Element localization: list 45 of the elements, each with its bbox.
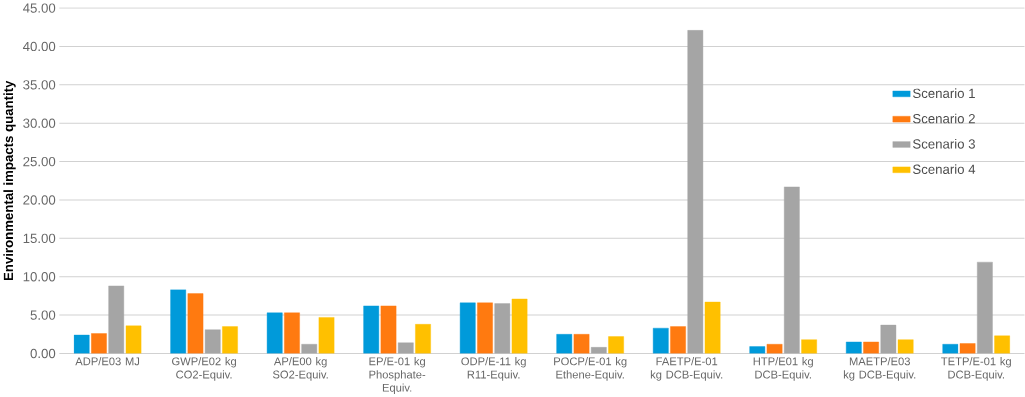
y-axis-title: Environmental impacts quantity: [3, 80, 16, 280]
y-tick-label: 45.00: [22, 3, 56, 13]
y-tick-label: 25.00: [23, 156, 56, 167]
legend-label: Scenario 3: [913, 138, 975, 149]
bar: [477, 302, 493, 354]
legend-label: Scenario 4: [913, 164, 976, 174]
x-tick-label: FAETP/E-01 kg DCB-Equiv.: [650, 356, 723, 381]
bar: [880, 324, 897, 354]
bar: [284, 312, 300, 354]
x-tick-label: TETP/E-01 kg DCB-Equiv.: [941, 356, 1011, 381]
bar: [91, 333, 107, 354]
y-tick-label: 15.00: [23, 233, 56, 243]
bar: [573, 333, 590, 354]
x-tick-label: AP/E00 kg SO2-Equiv.: [272, 356, 328, 381]
x-tick-label: POCP/E-01 kg Ethene-Equiv.: [554, 356, 627, 381]
y-tick-label: 10.00: [23, 271, 56, 282]
y-tick-label: 40.00: [22, 41, 56, 51]
bar: [687, 29, 704, 354]
x-tick-label: MAETP/E03 kg DCB-Equiv.: [843, 356, 916, 381]
y-tick-label: 20.00: [23, 195, 56, 205]
bar: [380, 305, 397, 354]
bar: [784, 186, 800, 354]
bar: [977, 261, 993, 354]
bar: [397, 342, 414, 354]
y-tick-label: 0.00: [30, 348, 56, 359]
y-tick-label: 30.00: [23, 118, 56, 128]
bar: [590, 347, 607, 354]
y-tick-label: 35.00: [23, 80, 56, 90]
bar: [766, 343, 783, 354]
legend-label: Scenario 2: [913, 113, 975, 124]
bar: [204, 329, 221, 354]
x-tick-label: GWP/E02 kg CO2-Equiv.: [172, 356, 236, 381]
bar: [863, 341, 879, 354]
bar: [959, 343, 976, 354]
bar: [494, 303, 511, 354]
x-tick-label: ADP/E03 MJ: [75, 356, 140, 366]
y-tick-label: 5.00: [30, 310, 56, 320]
bar: [670, 326, 686, 354]
bar: [187, 293, 204, 354]
bar: [301, 343, 318, 354]
bar: [108, 285, 125, 354]
x-tick-label: HTP/E01 kg DCB-Equiv.: [753, 356, 813, 381]
x-tick-label: EP/E-01 kg Phosphate-Equiv.: [369, 356, 426, 394]
x-tick-label: ODP/E-11 kg R11-Equiv.: [461, 356, 526, 381]
legend-label: Scenario 1: [913, 88, 975, 98]
